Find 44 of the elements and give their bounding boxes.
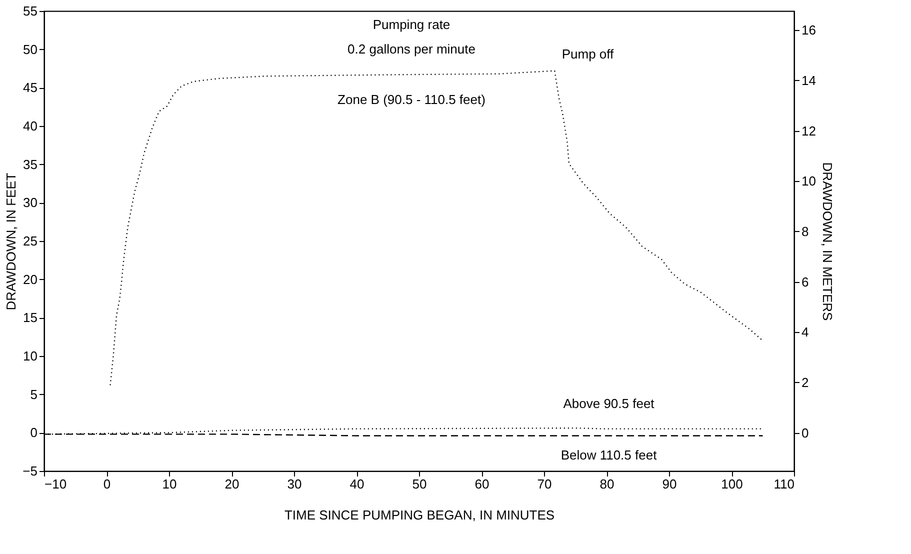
- x-tick-label: 40: [350, 476, 364, 492]
- y-tick-label: 25: [23, 234, 38, 248]
- x-tick-label: 80: [600, 476, 614, 492]
- y-axis-title: DRAWDOWN, IN FEET: [4, 172, 19, 310]
- x-tick-label: 0: [103, 476, 111, 492]
- y-tick-label: 40: [23, 118, 38, 134]
- x-tick-label: −10: [44, 476, 67, 492]
- y-tick-label: 30: [23, 195, 38, 210]
- x-tick-label: 30: [287, 476, 302, 492]
- y2-tick-label: 14: [802, 72, 816, 88]
- y-tick-label: 35: [23, 156, 38, 172]
- annotation: Below 110.5 feet: [560, 447, 658, 462]
- x-tick-label: 60: [474, 476, 490, 492]
- y2-tick-label: 0: [802, 425, 809, 440]
- y-tick-label: 15: [23, 310, 38, 326]
- y2-tick-label: 12: [802, 123, 816, 138]
- y-tick-label: 20: [23, 272, 38, 287]
- y2-tick-label: 4: [802, 324, 809, 340]
- y-tick-label: 45: [23, 80, 38, 96]
- y2-tick-label: 16: [802, 22, 816, 38]
- y-tick-label: 55: [23, 4, 38, 18]
- y-tick-label: 5: [30, 386, 38, 402]
- y-tick-label: −5: [22, 464, 38, 478]
- y2-axis-title: DRAWDOWN, IN METERS: [820, 162, 835, 322]
- x-tick-label: 100: [721, 476, 743, 492]
- y2-tick-label: 2: [802, 374, 809, 390]
- y2-tick-label: 8: [802, 224, 809, 239]
- annotation: Pumping rate: [372, 16, 450, 32]
- x-tick-label: 20: [224, 476, 240, 492]
- annotation: Above 90.5 feet: [563, 396, 655, 411]
- annotation: 0.2 gallons per minute: [348, 42, 476, 57]
- x-tick-label: 70: [537, 476, 552, 492]
- y-tick-label: 0: [30, 425, 38, 440]
- y-tick-label: 50: [23, 42, 38, 57]
- x-axis-title: TIME SINCE PUMPING BEGAN, IN MINUTES: [284, 508, 555, 522]
- y2-tick-label: 6: [802, 274, 809, 290]
- y2-tick-label: 10: [802, 174, 816, 189]
- x-tick-label: 50: [412, 476, 427, 492]
- y-tick-label: 10: [23, 348, 38, 364]
- x-tick-label: 110: [774, 476, 794, 492]
- annotation: Pump off: [562, 46, 614, 62]
- x-tick-label: 90: [662, 476, 677, 492]
- x-tick-label: 10: [162, 476, 177, 492]
- annotation: Zone B (90.5 - 110.5 feet): [338, 92, 486, 108]
